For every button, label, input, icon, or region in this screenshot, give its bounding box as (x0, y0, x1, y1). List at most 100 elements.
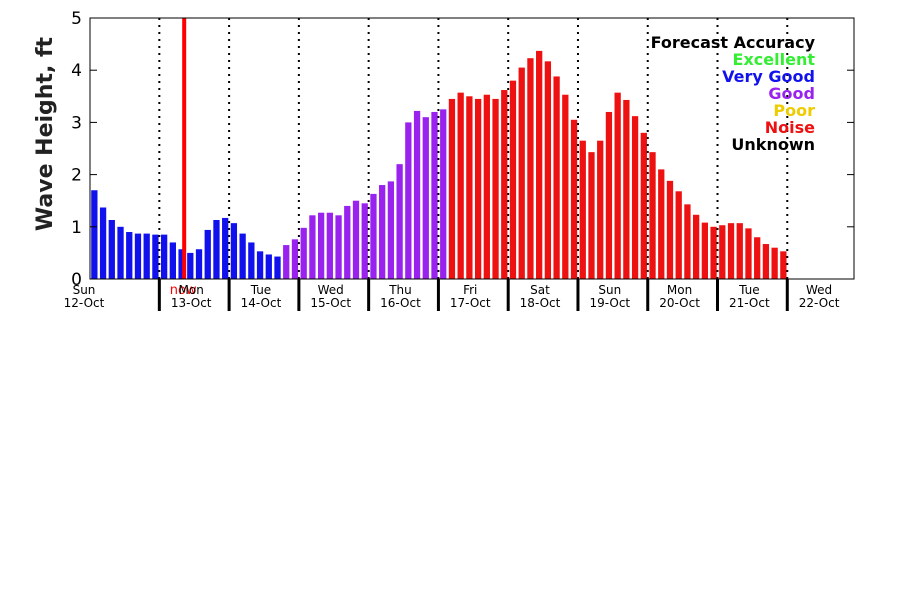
bar (544, 61, 552, 279)
bar (736, 223, 743, 279)
bar (745, 228, 752, 279)
legend-title: Forecast Accuracy (651, 33, 816, 52)
bar (99, 207, 107, 279)
bar (326, 212, 333, 279)
bar (160, 234, 168, 279)
x-day-label: Thu (388, 283, 412, 297)
legend-entry: Poor (773, 101, 815, 120)
bar (614, 92, 621, 280)
bar (309, 215, 316, 279)
bar (195, 249, 203, 279)
bar (501, 90, 508, 279)
bar (169, 242, 176, 279)
x-day-label: Sun (73, 283, 96, 297)
bar (658, 169, 665, 279)
bar (370, 193, 377, 279)
x-date-label: 21-Oct (729, 296, 770, 310)
x-date-label: 12-Oct (64, 296, 105, 310)
bar (509, 80, 517, 279)
bar (152, 234, 159, 279)
x-day-label: Fri (463, 283, 477, 297)
legend-entry: Good (768, 84, 815, 103)
legend-entry: Excellent (733, 50, 816, 69)
bar (405, 122, 412, 280)
bar (126, 232, 133, 279)
bar (693, 214, 700, 279)
y-tick-label: 5 (71, 9, 82, 29)
bar (178, 249, 185, 279)
x-day-label: Wed (806, 283, 832, 297)
bar (213, 220, 220, 279)
x-date-label: 19-Oct (589, 296, 630, 310)
bar (710, 226, 717, 279)
bar (780, 251, 787, 279)
day-separators: now (157, 18, 789, 311)
y-tick-label: 2 (71, 166, 82, 186)
bar (352, 200, 360, 279)
bar (283, 245, 290, 279)
bar (719, 225, 726, 279)
plot-frame (89, 17, 855, 280)
x-date-label: 18-Oct (520, 296, 561, 310)
x-date-label: 20-Oct (659, 296, 700, 310)
bar (466, 96, 473, 279)
bar (143, 233, 150, 279)
x-day-label: Tue (250, 283, 272, 297)
bar (344, 205, 351, 279)
bar (222, 217, 229, 279)
bar (623, 99, 630, 279)
bar (361, 203, 368, 279)
bar (457, 92, 464, 280)
bar (117, 226, 124, 279)
bar (631, 116, 639, 279)
bar (291, 239, 299, 279)
bar (771, 247, 778, 279)
y-tick-label: 3 (71, 113, 82, 133)
bar (605, 111, 613, 280)
bar (248, 242, 255, 279)
now-marker-line (182, 18, 187, 279)
bar (239, 233, 246, 279)
bar (492, 98, 499, 279)
bar (675, 191, 682, 279)
bar (727, 223, 735, 279)
bar (562, 94, 569, 279)
x-date-label: 13-Oct (171, 296, 212, 310)
y-tick-label: 4 (71, 61, 82, 81)
bars-group (91, 50, 787, 280)
bar (701, 222, 708, 279)
bar (413, 110, 421, 279)
bar (91, 190, 98, 279)
x-day-label: Wed (318, 283, 344, 297)
bar (518, 67, 525, 279)
bar (483, 94, 490, 279)
x-day-label: Mon (667, 283, 692, 297)
bar (448, 98, 456, 279)
bar (666, 180, 674, 279)
x-date-label: 16-Oct (380, 296, 421, 310)
bar (396, 164, 403, 279)
bar (134, 233, 142, 279)
legend-entry: Very Good (722, 67, 815, 86)
bar (335, 215, 342, 279)
bar (440, 109, 447, 279)
x-day-label: Sat (530, 283, 550, 297)
y-axis-label: Wave Height, ft (33, 36, 58, 231)
bar (640, 132, 647, 279)
bar (379, 185, 386, 279)
bar (387, 181, 395, 279)
bar (108, 220, 115, 279)
bar (204, 229, 211, 279)
bar (431, 111, 438, 280)
x-date-label: 14-Oct (241, 296, 282, 310)
x-date-label: 22-Oct (799, 296, 840, 310)
bar (553, 76, 560, 280)
x-day-label: Mon (179, 283, 204, 297)
bar (570, 119, 578, 279)
x-date-label: 17-Oct (450, 296, 491, 310)
axes: 012345Sun12-OctMon13-OctTue14-OctWed15-O… (64, 9, 855, 310)
bar (187, 252, 194, 279)
bar (762, 244, 770, 279)
bar (274, 256, 281, 279)
